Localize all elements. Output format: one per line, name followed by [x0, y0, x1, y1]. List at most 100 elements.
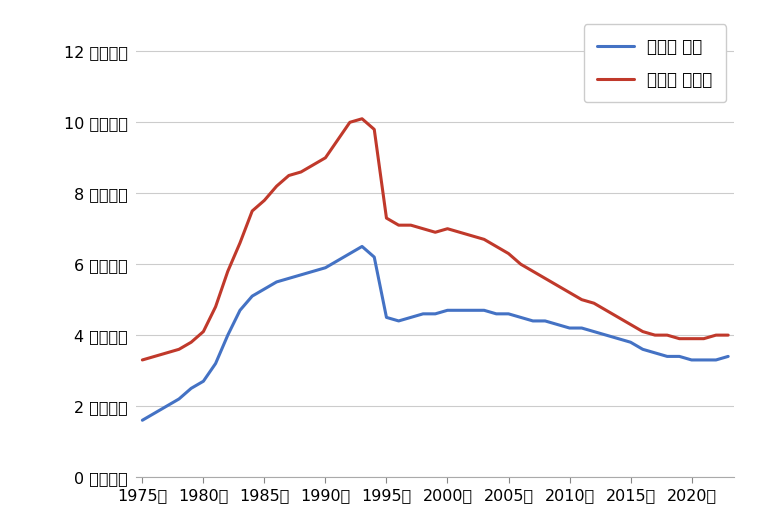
島根県 全用途: [443, 226, 452, 232]
島根県 住宅: [590, 329, 599, 335]
島根県 住宅: [345, 250, 354, 257]
島根県 全用途: [614, 314, 623, 321]
島根県 全用途: [333, 137, 342, 143]
島根県 住宅: [407, 314, 416, 321]
島根県 住宅: [309, 268, 318, 275]
島根県 住宅: [321, 264, 330, 271]
島根県 住宅: [211, 360, 220, 367]
島根県 住宅: [724, 353, 733, 359]
島根県 全用途: [540, 275, 550, 281]
島根県 住宅: [369, 254, 378, 260]
島根県 住宅: [650, 350, 659, 356]
島根県 住宅: [638, 346, 647, 352]
島根県 全用途: [174, 346, 183, 352]
島根県 全用途: [345, 119, 354, 126]
島根県 全用途: [285, 172, 294, 179]
島根県 住宅: [699, 357, 709, 363]
島根県 住宅: [455, 307, 464, 313]
島根県 住宅: [394, 318, 403, 324]
島根県 全用途: [687, 335, 696, 342]
島根県 住宅: [467, 307, 476, 313]
島根県 住宅: [540, 318, 550, 324]
島根県 全用途: [272, 183, 281, 189]
島根県 住宅: [419, 311, 428, 317]
島根県 住宅: [199, 378, 208, 384]
島根県 住宅: [285, 275, 294, 281]
島根県 全用途: [516, 261, 525, 267]
島根県 全用途: [357, 116, 366, 122]
島根県 全用途: [297, 169, 306, 175]
島根県 全用途: [455, 229, 464, 235]
島根県 住宅: [382, 314, 391, 321]
島根県 全用途: [394, 222, 403, 228]
島根県 住宅: [443, 307, 452, 313]
島根県 住宅: [248, 293, 257, 299]
島根県 住宅: [479, 307, 488, 313]
島根県 住宅: [577, 325, 586, 331]
島根県 全用途: [602, 307, 611, 313]
島根県 全用途: [260, 197, 269, 204]
島根県 住宅: [662, 353, 671, 359]
島根県 住宅: [626, 339, 635, 346]
島根県 住宅: [516, 314, 525, 321]
島根県 住宅: [712, 357, 721, 363]
島根県 全用途: [431, 229, 440, 235]
島根県 全用途: [407, 222, 416, 228]
島根県 全用途: [590, 300, 599, 306]
島根県 全用途: [187, 339, 196, 346]
島根県 全用途: [699, 335, 709, 342]
島根県 住宅: [333, 258, 342, 264]
島根県 全用途: [479, 236, 488, 243]
島根県 全用途: [638, 329, 647, 335]
島根県 全用途: [382, 215, 391, 221]
島根県 全用途: [467, 233, 476, 239]
島根県 住宅: [150, 410, 159, 417]
島根県 住宅: [357, 243, 366, 250]
島根県 全用途: [650, 332, 659, 338]
島根県 全用途: [724, 332, 733, 338]
Line: 島根県 全用途: 島根県 全用途: [142, 119, 728, 360]
島根県 住宅: [162, 403, 171, 409]
島根県 住宅: [235, 307, 245, 313]
島根県 全用途: [577, 296, 586, 303]
島根県 全用途: [369, 126, 378, 132]
Legend: 島根県 住宅, 島根県 全用途: 島根県 住宅, 島根県 全用途: [584, 24, 726, 102]
島根県 全用途: [419, 226, 428, 232]
島根県 全用途: [674, 335, 684, 342]
島根県 全用途: [248, 208, 257, 214]
島根県 全用途: [626, 321, 635, 328]
島根県 全用途: [565, 289, 574, 296]
島根県 住宅: [260, 286, 269, 292]
島根県 住宅: [492, 311, 501, 317]
島根県 全用途: [235, 240, 245, 246]
島根県 全用途: [211, 304, 220, 310]
島根県 全用途: [504, 250, 513, 257]
島根県 全用途: [199, 329, 208, 335]
島根県 全用途: [150, 353, 159, 359]
島根県 住宅: [297, 272, 306, 278]
島根県 住宅: [602, 332, 611, 338]
島根県 全用途: [528, 268, 537, 275]
島根県 住宅: [174, 396, 183, 402]
島根県 住宅: [138, 417, 147, 423]
島根県 全用途: [662, 332, 671, 338]
島根県 住宅: [687, 357, 696, 363]
Line: 島根県 住宅: 島根県 住宅: [142, 246, 728, 420]
島根県 住宅: [272, 279, 281, 285]
島根県 全用途: [553, 282, 562, 289]
島根県 全用途: [309, 162, 318, 168]
島根県 全用途: [321, 155, 330, 161]
島根県 住宅: [565, 325, 574, 331]
島根県 住宅: [528, 318, 537, 324]
島根県 住宅: [614, 335, 623, 342]
島根県 全用途: [492, 243, 501, 250]
島根県 全用途: [138, 357, 147, 363]
島根県 全用途: [712, 332, 721, 338]
島根県 住宅: [674, 353, 684, 359]
島根県 住宅: [187, 385, 196, 392]
島根県 住宅: [553, 321, 562, 328]
島根県 住宅: [223, 332, 232, 338]
島根県 住宅: [504, 311, 513, 317]
島根県 全用途: [223, 268, 232, 275]
島根県 住宅: [431, 311, 440, 317]
